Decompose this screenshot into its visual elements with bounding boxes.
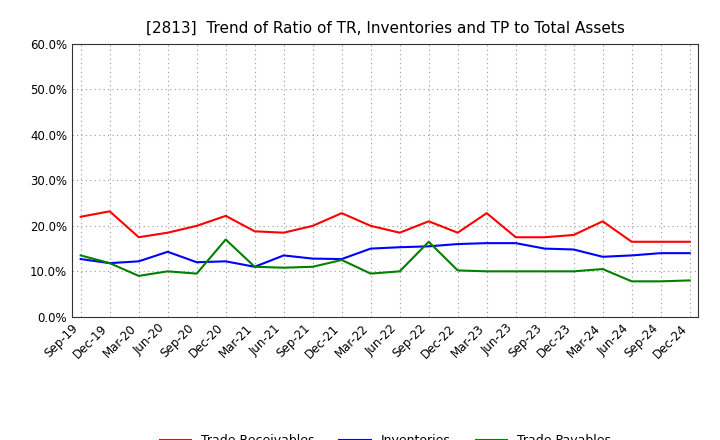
Trade Payables [192, 271, 201, 276]
Trade Receivables [424, 219, 433, 224]
Trade Payables [135, 273, 143, 279]
Trade Payables [105, 260, 114, 266]
Inventories [424, 244, 433, 249]
Trade Payables [598, 266, 607, 271]
Inventories [657, 250, 665, 256]
Inventories [685, 250, 694, 256]
Inventories [279, 253, 288, 258]
Inventories [163, 249, 172, 254]
Trade Receivables [511, 235, 520, 240]
Inventories [221, 259, 230, 264]
Trade Payables [338, 257, 346, 263]
Trade Payables [454, 268, 462, 273]
Line: Trade Receivables: Trade Receivables [81, 211, 690, 242]
Trade Receivables [163, 230, 172, 235]
Inventories [395, 245, 404, 250]
Trade Receivables [657, 239, 665, 244]
Line: Trade Payables: Trade Payables [81, 239, 690, 281]
Trade Receivables [395, 230, 404, 235]
Trade Payables [366, 271, 375, 276]
Inventories [251, 264, 259, 269]
Trade Receivables [454, 230, 462, 235]
Trade Payables [570, 269, 578, 274]
Trade Payables [308, 264, 317, 269]
Trade Payables [627, 279, 636, 284]
Inventories [105, 260, 114, 266]
Inventories [338, 257, 346, 262]
Trade Receivables [338, 210, 346, 216]
Trade Payables [163, 269, 172, 274]
Trade Receivables [221, 213, 230, 219]
Trade Receivables [192, 223, 201, 228]
Inventories [570, 247, 578, 252]
Trade Receivables [598, 219, 607, 224]
Inventories [511, 241, 520, 246]
Trade Payables [221, 237, 230, 242]
Inventories [308, 256, 317, 261]
Line: Inventories: Inventories [81, 243, 690, 267]
Inventories [76, 257, 85, 262]
Trade Receivables [685, 239, 694, 244]
Trade Receivables [251, 229, 259, 234]
Trade Receivables [482, 210, 491, 216]
Trade Payables [685, 278, 694, 283]
Trade Payables [511, 269, 520, 274]
Trade Receivables [366, 223, 375, 228]
Inventories [627, 253, 636, 258]
Inventories [135, 259, 143, 264]
Trade Payables [279, 265, 288, 270]
Trade Receivables [76, 214, 85, 220]
Trade Payables [482, 269, 491, 274]
Legend: Trade Receivables, Inventories, Trade Payables: Trade Receivables, Inventories, Trade Pa… [155, 429, 616, 440]
Trade Payables [395, 269, 404, 274]
Trade Receivables [627, 239, 636, 244]
Trade Payables [76, 253, 85, 258]
Inventories [366, 246, 375, 251]
Inventories [454, 242, 462, 247]
Inventories [598, 254, 607, 260]
Trade Receivables [308, 223, 317, 228]
Inventories [482, 241, 491, 246]
Trade Payables [424, 239, 433, 244]
Trade Payables [251, 264, 259, 269]
Title: [2813]  Trend of Ratio of TR, Inventories and TP to Total Assets: [2813] Trend of Ratio of TR, Inventories… [145, 21, 625, 36]
Trade Receivables [279, 230, 288, 235]
Trade Receivables [135, 235, 143, 240]
Trade Payables [541, 269, 549, 274]
Trade Receivables [105, 209, 114, 214]
Inventories [192, 260, 201, 265]
Inventories [541, 246, 549, 251]
Trade Payables [657, 279, 665, 284]
Trade Receivables [570, 232, 578, 238]
Trade Receivables [541, 235, 549, 240]
